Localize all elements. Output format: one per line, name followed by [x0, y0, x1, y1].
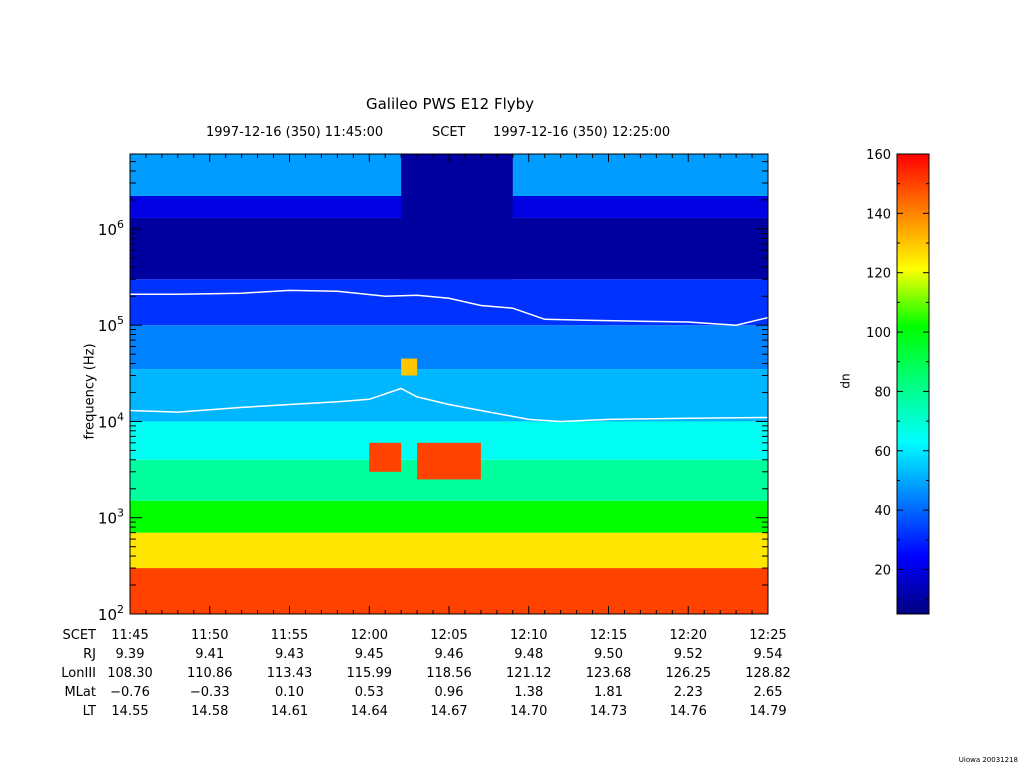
colorbar-tick-label: 140 — [866, 207, 891, 222]
colorbar-tick-label: 20 — [874, 563, 891, 578]
start-time: 1997-12-16 (350) 11:45:00 — [206, 125, 384, 140]
time-system-label: SCET — [432, 125, 466, 140]
ephemeris-value: 0.96 — [434, 685, 464, 700]
y-tick-label: 103 — [98, 507, 124, 528]
ephemeris-value: −0.76 — [110, 685, 150, 700]
data-gap-region — [401, 154, 513, 280]
spectrum-band — [130, 369, 768, 422]
ephemeris-value: 14.79 — [749, 704, 787, 719]
chart-title: Galileo PWS E12 Flyby — [365, 95, 535, 113]
ephemeris-value: 108.30 — [107, 666, 153, 681]
ephemeris-value: 128.82 — [745, 666, 791, 681]
ephemeris-value: −0.33 — [189, 685, 230, 700]
ephemeris-row-label: SCET — [62, 628, 96, 643]
ephemeris-value: 121.12 — [506, 666, 552, 681]
ephemeris-value: 126.25 — [665, 666, 712, 681]
ephemeris-value: 14.61 — [270, 704, 309, 719]
ephemeris-value: 12:20 — [669, 628, 707, 643]
density-line — [129, 387, 769, 423]
spectrum-band — [130, 532, 768, 569]
ephemeris-value: 11:45 — [111, 628, 149, 643]
ephemeris-value: 14.55 — [111, 704, 149, 719]
ephemeris-value: 12:10 — [510, 628, 548, 643]
ephemeris-value: 9.52 — [673, 647, 703, 662]
ephemeris-value: 2.23 — [673, 685, 703, 700]
ephemeris-value: 110.86 — [187, 666, 233, 681]
end-time: 1997-12-16 (350) 12:25:00 — [493, 125, 671, 140]
colorbar-tick-label: 60 — [874, 445, 891, 460]
ephemeris-row-label: LonIII — [61, 666, 96, 681]
ephemeris-value: 1.81 — [594, 685, 623, 700]
colorbar — [896, 153, 930, 615]
ephemeris-value: 0.53 — [354, 685, 384, 700]
ephemeris-value: 12:05 — [430, 628, 468, 643]
ephemeris-value: 9.39 — [115, 647, 145, 662]
y-axis-label: frequency (Hz) — [82, 343, 98, 440]
colorbar-tick-label: 40 — [874, 504, 891, 519]
ephemeris-value: 9.54 — [753, 647, 783, 662]
y-tick-label: 105 — [98, 314, 124, 335]
ephemeris-row-label: RJ — [83, 647, 96, 662]
ephemeris-value: 14.58 — [191, 704, 229, 719]
colorbar-tick-label: 80 — [874, 385, 891, 400]
ephemeris-value: 9.43 — [275, 647, 304, 662]
colorbar-tick-label: 120 — [866, 267, 891, 282]
spectrum-band — [130, 500, 768, 533]
spectrum-band — [130, 279, 768, 326]
y-tick-label: 102 — [98, 603, 124, 624]
ephemeris-value: 9.41 — [195, 647, 225, 662]
ephemeris-value: 14.67 — [430, 704, 468, 719]
ephemeris-value: 118.56 — [426, 666, 472, 681]
y-tick-label: 104 — [98, 410, 124, 431]
ephemeris-value: 12:25 — [749, 628, 787, 643]
density-line — [130, 289, 769, 326]
colorbar-tick-label: 100 — [866, 326, 891, 341]
ephemeris-value: 123.68 — [585, 666, 632, 681]
emission-burst — [401, 358, 418, 376]
colorbar-label: dn — [838, 373, 853, 389]
ephemeris-value: 14.64 — [350, 704, 388, 719]
ephemeris-value: 14.73 — [589, 704, 628, 719]
ephemeris-value: 11:50 — [191, 628, 229, 643]
ephemeris-value: 9.45 — [354, 647, 384, 662]
spectrum-band — [130, 325, 768, 370]
ephemeris-value: 9.48 — [514, 647, 544, 662]
ephemeris-value: 113.43 — [266, 666, 313, 681]
ephemeris-value: 14.70 — [510, 704, 548, 719]
ephemeris-row-label: MLat — [64, 685, 96, 700]
ephemeris-value: 9.50 — [594, 647, 623, 662]
ephemeris-value: 12:00 — [350, 628, 388, 643]
ephemeris-value: 11:55 — [270, 628, 309, 643]
emission-burst — [369, 442, 402, 472]
y-tick-label: 106 — [98, 218, 124, 239]
ephemeris-value: 9.46 — [434, 647, 464, 662]
ephemeris-value: 2.65 — [753, 685, 783, 700]
ephemeris-value: 12:15 — [589, 628, 628, 643]
ephemeris-row-label: LT — [82, 704, 96, 719]
ephemeris-value: 115.99 — [346, 666, 393, 681]
colorbar-tick-label: 160 — [866, 148, 891, 163]
ephemeris-value: 1.38 — [514, 685, 544, 700]
footer-credit: Uiowa 20031218 — [958, 756, 1018, 764]
emission-burst — [417, 442, 481, 480]
ephemeris-value: 0.10 — [275, 685, 304, 700]
ephemeris-value: 14.76 — [669, 704, 707, 719]
